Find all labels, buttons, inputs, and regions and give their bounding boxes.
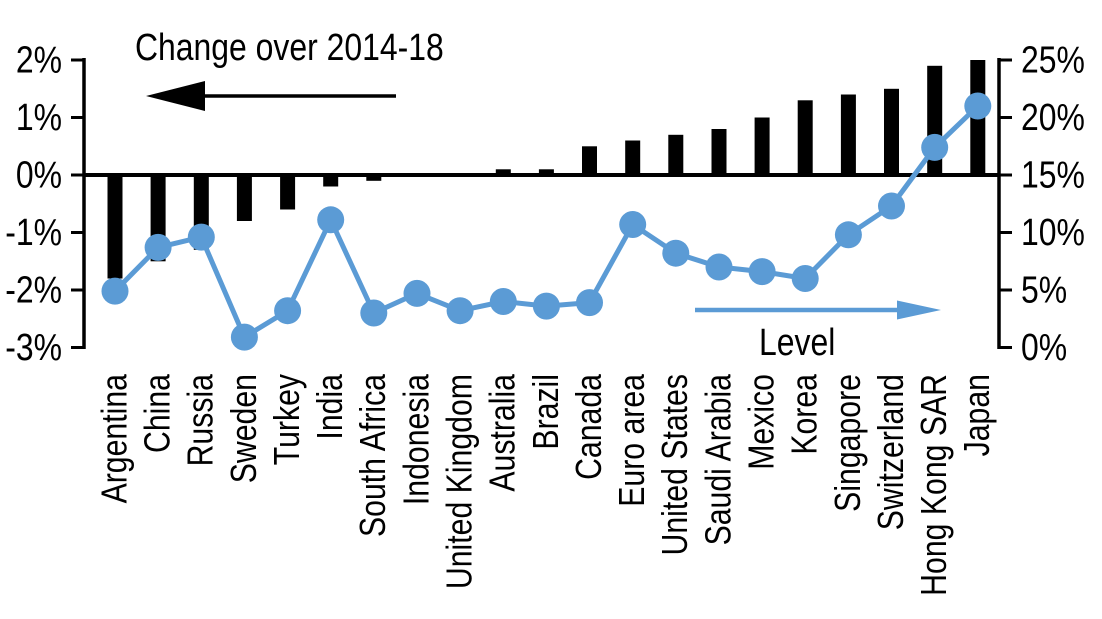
right-arrow-head bbox=[897, 300, 941, 320]
left-arrow-head bbox=[146, 81, 205, 111]
level-marker-china bbox=[144, 233, 172, 261]
bar-mexico bbox=[754, 117, 770, 175]
bar-india bbox=[323, 175, 339, 187]
bar-korea bbox=[797, 100, 813, 176]
category-label-united-states: United States bbox=[656, 374, 696, 555]
bar-united-states bbox=[668, 134, 684, 176]
category-label-korea: Korea bbox=[785, 374, 825, 455]
right-axis-tick-label: 5% bbox=[1021, 269, 1067, 311]
level-marker-japan bbox=[964, 92, 992, 120]
category-label-singapore: Singapore bbox=[828, 374, 868, 512]
left-axis-tick-label: 2% bbox=[16, 39, 62, 81]
bar-sweden bbox=[236, 175, 252, 221]
bar-singapore bbox=[840, 94, 856, 175]
level-marker-saudi-arabia bbox=[705, 253, 733, 281]
right-series-title: Level bbox=[759, 322, 836, 364]
right-axis-tick-label: 20% bbox=[1021, 96, 1085, 138]
bar-switzerland bbox=[884, 88, 899, 176]
level-marker-singapore bbox=[834, 221, 862, 249]
category-label-japan: Japan bbox=[958, 374, 998, 456]
bar-australia bbox=[495, 169, 511, 176]
level-marker-argentina bbox=[101, 277, 129, 305]
category-label-sweden: Sweden bbox=[224, 374, 264, 483]
level-marker-sweden bbox=[230, 323, 258, 351]
level-marker-united-kingdom bbox=[446, 297, 474, 325]
level-marker-russia bbox=[187, 223, 215, 251]
level-marker-south-africa bbox=[360, 299, 388, 327]
category-label-china: China bbox=[138, 374, 178, 453]
right-axis-tick-label: 10% bbox=[1021, 211, 1085, 253]
level-marker-indonesia bbox=[403, 279, 431, 307]
bar-canada bbox=[582, 146, 597, 176]
bar-brazil bbox=[538, 169, 554, 176]
annotation-arrows bbox=[146, 81, 941, 320]
bar-south-africa bbox=[366, 175, 382, 181]
left-axis-tick-label: 0% bbox=[16, 154, 62, 196]
bar-saudi-arabia bbox=[711, 129, 727, 175]
level-marker-india bbox=[317, 206, 345, 234]
category-label-switzerland: Switzerland bbox=[871, 374, 911, 530]
level-marker-turkey bbox=[274, 297, 302, 325]
category-label-hong-kong-sar: Hong Kong SAR bbox=[915, 374, 955, 596]
category-label-turkey: Turkey bbox=[268, 374, 308, 466]
left-axis-tick-label: -3% bbox=[5, 326, 62, 368]
category-label-south-africa: South Africa bbox=[354, 374, 394, 537]
category-label-indonesia: Indonesia bbox=[397, 374, 437, 506]
left-axis-tick-label: -1% bbox=[5, 211, 62, 253]
category-label-russia: Russia bbox=[181, 374, 221, 467]
category-label-argentina: Argentina bbox=[95, 374, 135, 504]
level-marker-korea bbox=[791, 265, 819, 292]
level-marker-united-states bbox=[662, 239, 690, 267]
line-series bbox=[101, 92, 992, 351]
level-marker-switzerland bbox=[878, 192, 905, 220]
right-axis-tick-label: 15% bbox=[1021, 154, 1085, 196]
category-label-saudi-arabia: Saudi Arabia bbox=[699, 374, 739, 546]
bar-argentina bbox=[107, 175, 123, 279]
level-marker-canada bbox=[576, 289, 603, 317]
left-axis-tick-label: 1% bbox=[16, 96, 62, 138]
category-label-united-kingdom: United Kingdom bbox=[440, 374, 480, 589]
level-marker-australia bbox=[489, 288, 517, 315]
right-axis-tick-label: 25% bbox=[1021, 39, 1085, 81]
level-marker-brazil bbox=[532, 292, 560, 320]
level-marker-mexico bbox=[748, 258, 776, 286]
axes: 2% 1% 0% -1% -2% -3% 25% 20% 15% 10% 5% 0% bbox=[5, 39, 1085, 369]
bar-turkey bbox=[280, 175, 296, 210]
category-label-mexico: Mexico bbox=[742, 374, 782, 470]
left-series-title: Change over 2014-18 bbox=[135, 27, 444, 69]
level-marker-hong-kong-sar bbox=[921, 133, 949, 161]
level-marker-euro-area bbox=[619, 211, 647, 238]
category-axis-labels: Argentina China Russia Sweden Turkey India Sou… bbox=[95, 374, 998, 596]
right-axis-tick-label: 0% bbox=[1021, 326, 1067, 368]
category-label-euro-area: Euro area bbox=[613, 374, 653, 507]
left-axis-tick-label: -2% bbox=[5, 269, 62, 311]
category-label-india: India bbox=[311, 374, 351, 440]
category-label-australia: Australia bbox=[483, 374, 523, 492]
category-label-brazil: Brazil bbox=[526, 374, 566, 450]
bar-euro-area bbox=[625, 140, 641, 175]
category-label-canada: Canada bbox=[569, 374, 609, 480]
